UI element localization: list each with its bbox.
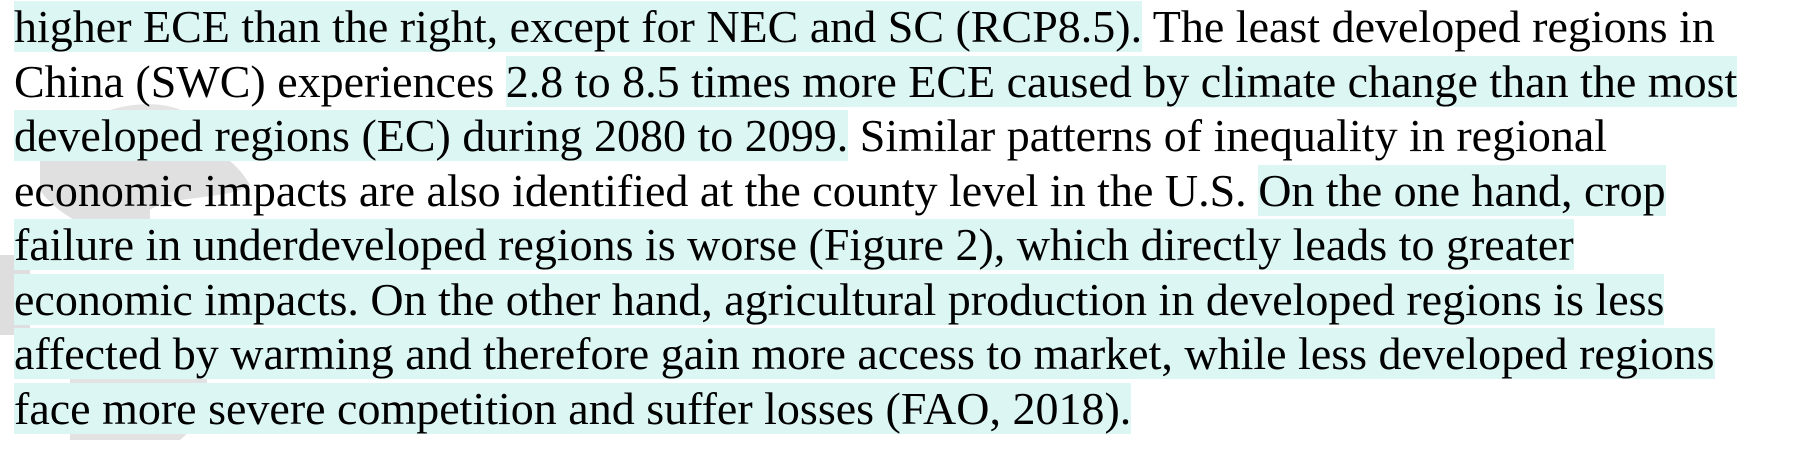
highlighted-text: developed regions (EC) during 2080 to 20… (14, 110, 849, 161)
text-line: China (SWC) experiences 2.8 to 8.5 times… (14, 55, 1809, 110)
highlighted-text: failure in underdeveloped regions is wor… (14, 219, 1574, 270)
paragraph: higher ECE than the right, except for NE… (14, 0, 1809, 436)
text-segment: economic impacts are also identified at … (14, 164, 1259, 216)
text-segment: China (SWC) experiences (14, 55, 506, 107)
highlighted-text: affected by warming and therefore gain m… (14, 328, 1715, 379)
highlighted-text: higher ECE than the right, except for NE… (14, 1, 1143, 52)
text-line: face more severe competition and suffer … (14, 382, 1809, 437)
text-segment: Similar patterns of inequality in region… (848, 110, 1608, 161)
highlighted-text: economic impacts. On the other hand, agr… (14, 273, 1665, 325)
text-line: failure in underdeveloped regions is wor… (14, 218, 1809, 273)
text-line: higher ECE than the right, except for NE… (14, 0, 1809, 55)
text-line: economic impacts are also identified at … (14, 164, 1809, 219)
text-segment: The least developed regions in (1142, 1, 1715, 52)
highlighted-text: On the one hand, crop (1258, 164, 1666, 216)
text-line: economic impacts. On the other hand, agr… (14, 273, 1809, 328)
text-line: developed regions (EC) during 2080 to 20… (14, 109, 1809, 164)
highlighted-text: face more severe competition and suffer … (14, 382, 1132, 434)
text-line: affected by warming and therefore gain m… (14, 327, 1809, 382)
highlighted-text: 2.8 to 8.5 times more ECE caused by clim… (505, 55, 1738, 107)
